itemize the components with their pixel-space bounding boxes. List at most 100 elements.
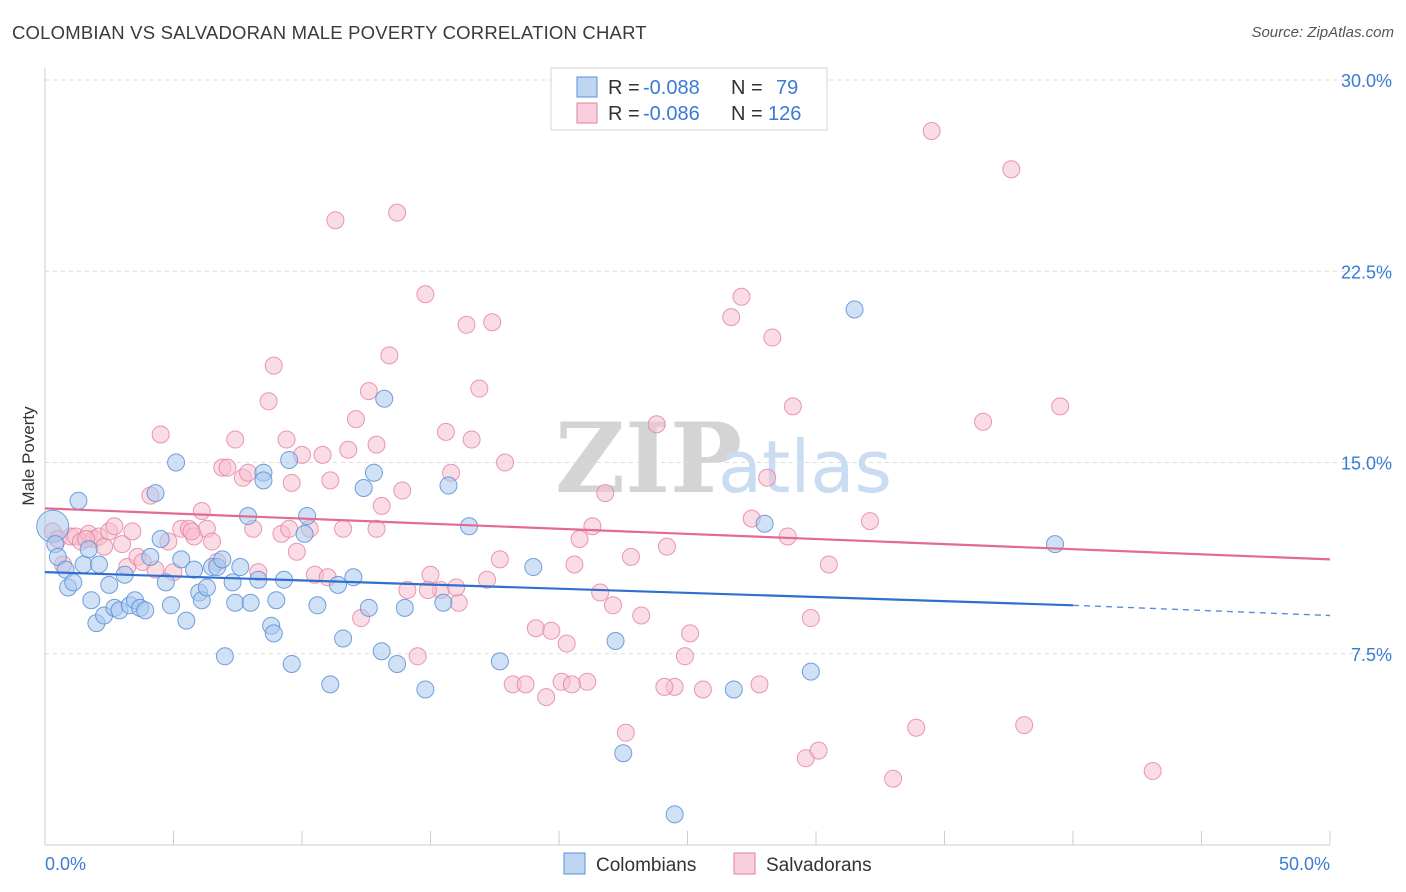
- legend-r-label: R =: [608, 103, 640, 125]
- salvadorans-point: [570, 530, 589, 548]
- colombians-point: [524, 558, 543, 577]
- salvadorans-point: [516, 675, 535, 694]
- colombians-point: [167, 453, 186, 472]
- salvadorans-point: [280, 519, 299, 538]
- salvadorans-point: [192, 501, 211, 520]
- salvadorans-point: [750, 675, 769, 694]
- colombians-point: [282, 654, 301, 673]
- salvadorans-point: [470, 379, 489, 398]
- salvadorans-point: [398, 581, 417, 599]
- salvadorans-point: [259, 392, 278, 411]
- salvadorans-point: [907, 718, 926, 737]
- colombians-point: [328, 575, 347, 594]
- salvadorans-point: [562, 675, 581, 694]
- salvadorans-point: [681, 624, 700, 643]
- colombians-point: [146, 484, 165, 503]
- salvadorans-point: [526, 619, 545, 638]
- colombians-point: [79, 540, 98, 559]
- salvadorans-point: [583, 517, 602, 536]
- salvadorans-point: [490, 550, 509, 569]
- colombians-point: [136, 601, 155, 620]
- salvadorans-point: [418, 581, 437, 599]
- colombians-point: [82, 591, 101, 610]
- salvadorans-point: [393, 481, 412, 500]
- watermark-zip: ZIP: [555, 402, 742, 515]
- salvadorans-point: [758, 468, 777, 487]
- salvadorans-point: [621, 547, 640, 566]
- trend-lines: [44, 507, 1331, 617]
- salvadorans-point: [1051, 397, 1070, 416]
- salvadorans-point: [339, 440, 358, 459]
- legend-r-value: -0.086: [643, 103, 700, 125]
- axes: [44, 68, 1331, 846]
- salvadorans-point: [226, 430, 245, 449]
- legend-swatch-colombians: [576, 76, 598, 98]
- colombians-point: [100, 575, 119, 594]
- salvadorans-point: [1015, 716, 1034, 735]
- salvadorans-trend-line: [44, 507, 1331, 561]
- legend-r-label: R =: [608, 77, 640, 99]
- colombians-point: [665, 805, 684, 824]
- colombians-point: [161, 596, 180, 615]
- series-legend-swatch-colombians: [563, 852, 586, 875]
- salvadorans-point: [408, 647, 427, 666]
- salvadorans-point: [277, 430, 296, 449]
- salvadorans-point: [447, 578, 466, 597]
- colombians-point: [298, 507, 317, 526]
- salvadorans-point: [334, 519, 353, 538]
- source-credit: Source: ZipAtlas.com: [1251, 24, 1394, 41]
- colombians-point: [172, 550, 191, 569]
- salvadorans-point: [264, 356, 283, 375]
- salvadorans-point: [496, 453, 515, 472]
- y-tick-labels: 15.0% 30.0% 7.5% 22.5%: [1341, 71, 1392, 665]
- salvadorans-point: [326, 211, 345, 230]
- colombians-point: [606, 632, 625, 650]
- colombians-point: [215, 647, 234, 666]
- salvadorans-point: [542, 621, 561, 640]
- legend-n-value: 79: [776, 77, 798, 99]
- x-tick-labels: 0.0% 50.0%: [45, 854, 1330, 874]
- salvadorans-point: [1143, 762, 1162, 781]
- colombians-point: [213, 550, 232, 569]
- series-legend-label-salvadorans: Salvadorans: [766, 855, 872, 876]
- salvadorans-point: [421, 565, 440, 584]
- salvadorans-point: [151, 425, 170, 444]
- colombians-point: [359, 598, 378, 617]
- salvadorans-point: [616, 723, 635, 742]
- salvadorans-point: [239, 463, 258, 482]
- colombians-point: [755, 514, 774, 533]
- salvadorans-point: [95, 537, 114, 556]
- salvadorans-point: [591, 583, 610, 602]
- salvadorans-point: [321, 471, 340, 490]
- salvadorans-point: [457, 315, 476, 334]
- salvadorans-point: [380, 346, 399, 365]
- y-tick-label: 30.0%: [1341, 71, 1392, 91]
- colombians-point: [490, 652, 509, 671]
- colombians-point: [395, 598, 414, 617]
- salvadorans-point: [801, 609, 820, 628]
- colombians-point: [845, 300, 864, 319]
- salvadorans-point: [416, 285, 435, 304]
- legend-swatch-salvadorans: [576, 102, 598, 124]
- salvadorans-point: [388, 203, 407, 222]
- colombians-point: [223, 573, 242, 592]
- salvadorans-point: [436, 422, 455, 441]
- salvadorans-point: [763, 328, 782, 347]
- salvadorans-point: [123, 522, 142, 541]
- colombians-point: [177, 611, 196, 630]
- colombians-point: [295, 524, 314, 543]
- salvadorans-point: [860, 512, 879, 531]
- x-tick-label: 50.0%: [1279, 854, 1330, 874]
- y-tick-label: 15.0%: [1341, 454, 1392, 474]
- y-tick-label: 22.5%: [1341, 262, 1392, 282]
- salvadorans-point: [367, 519, 386, 538]
- salvadorans-point: [105, 517, 124, 536]
- salvadorans-point: [287, 542, 306, 561]
- salvadorans-point: [372, 496, 391, 515]
- legend-n-value: 126: [768, 103, 801, 125]
- salvadorans-point: [596, 484, 615, 503]
- salvadorans-point: [657, 537, 676, 556]
- colombians-point: [372, 642, 391, 661]
- legend-r-value: -0.088: [643, 77, 700, 99]
